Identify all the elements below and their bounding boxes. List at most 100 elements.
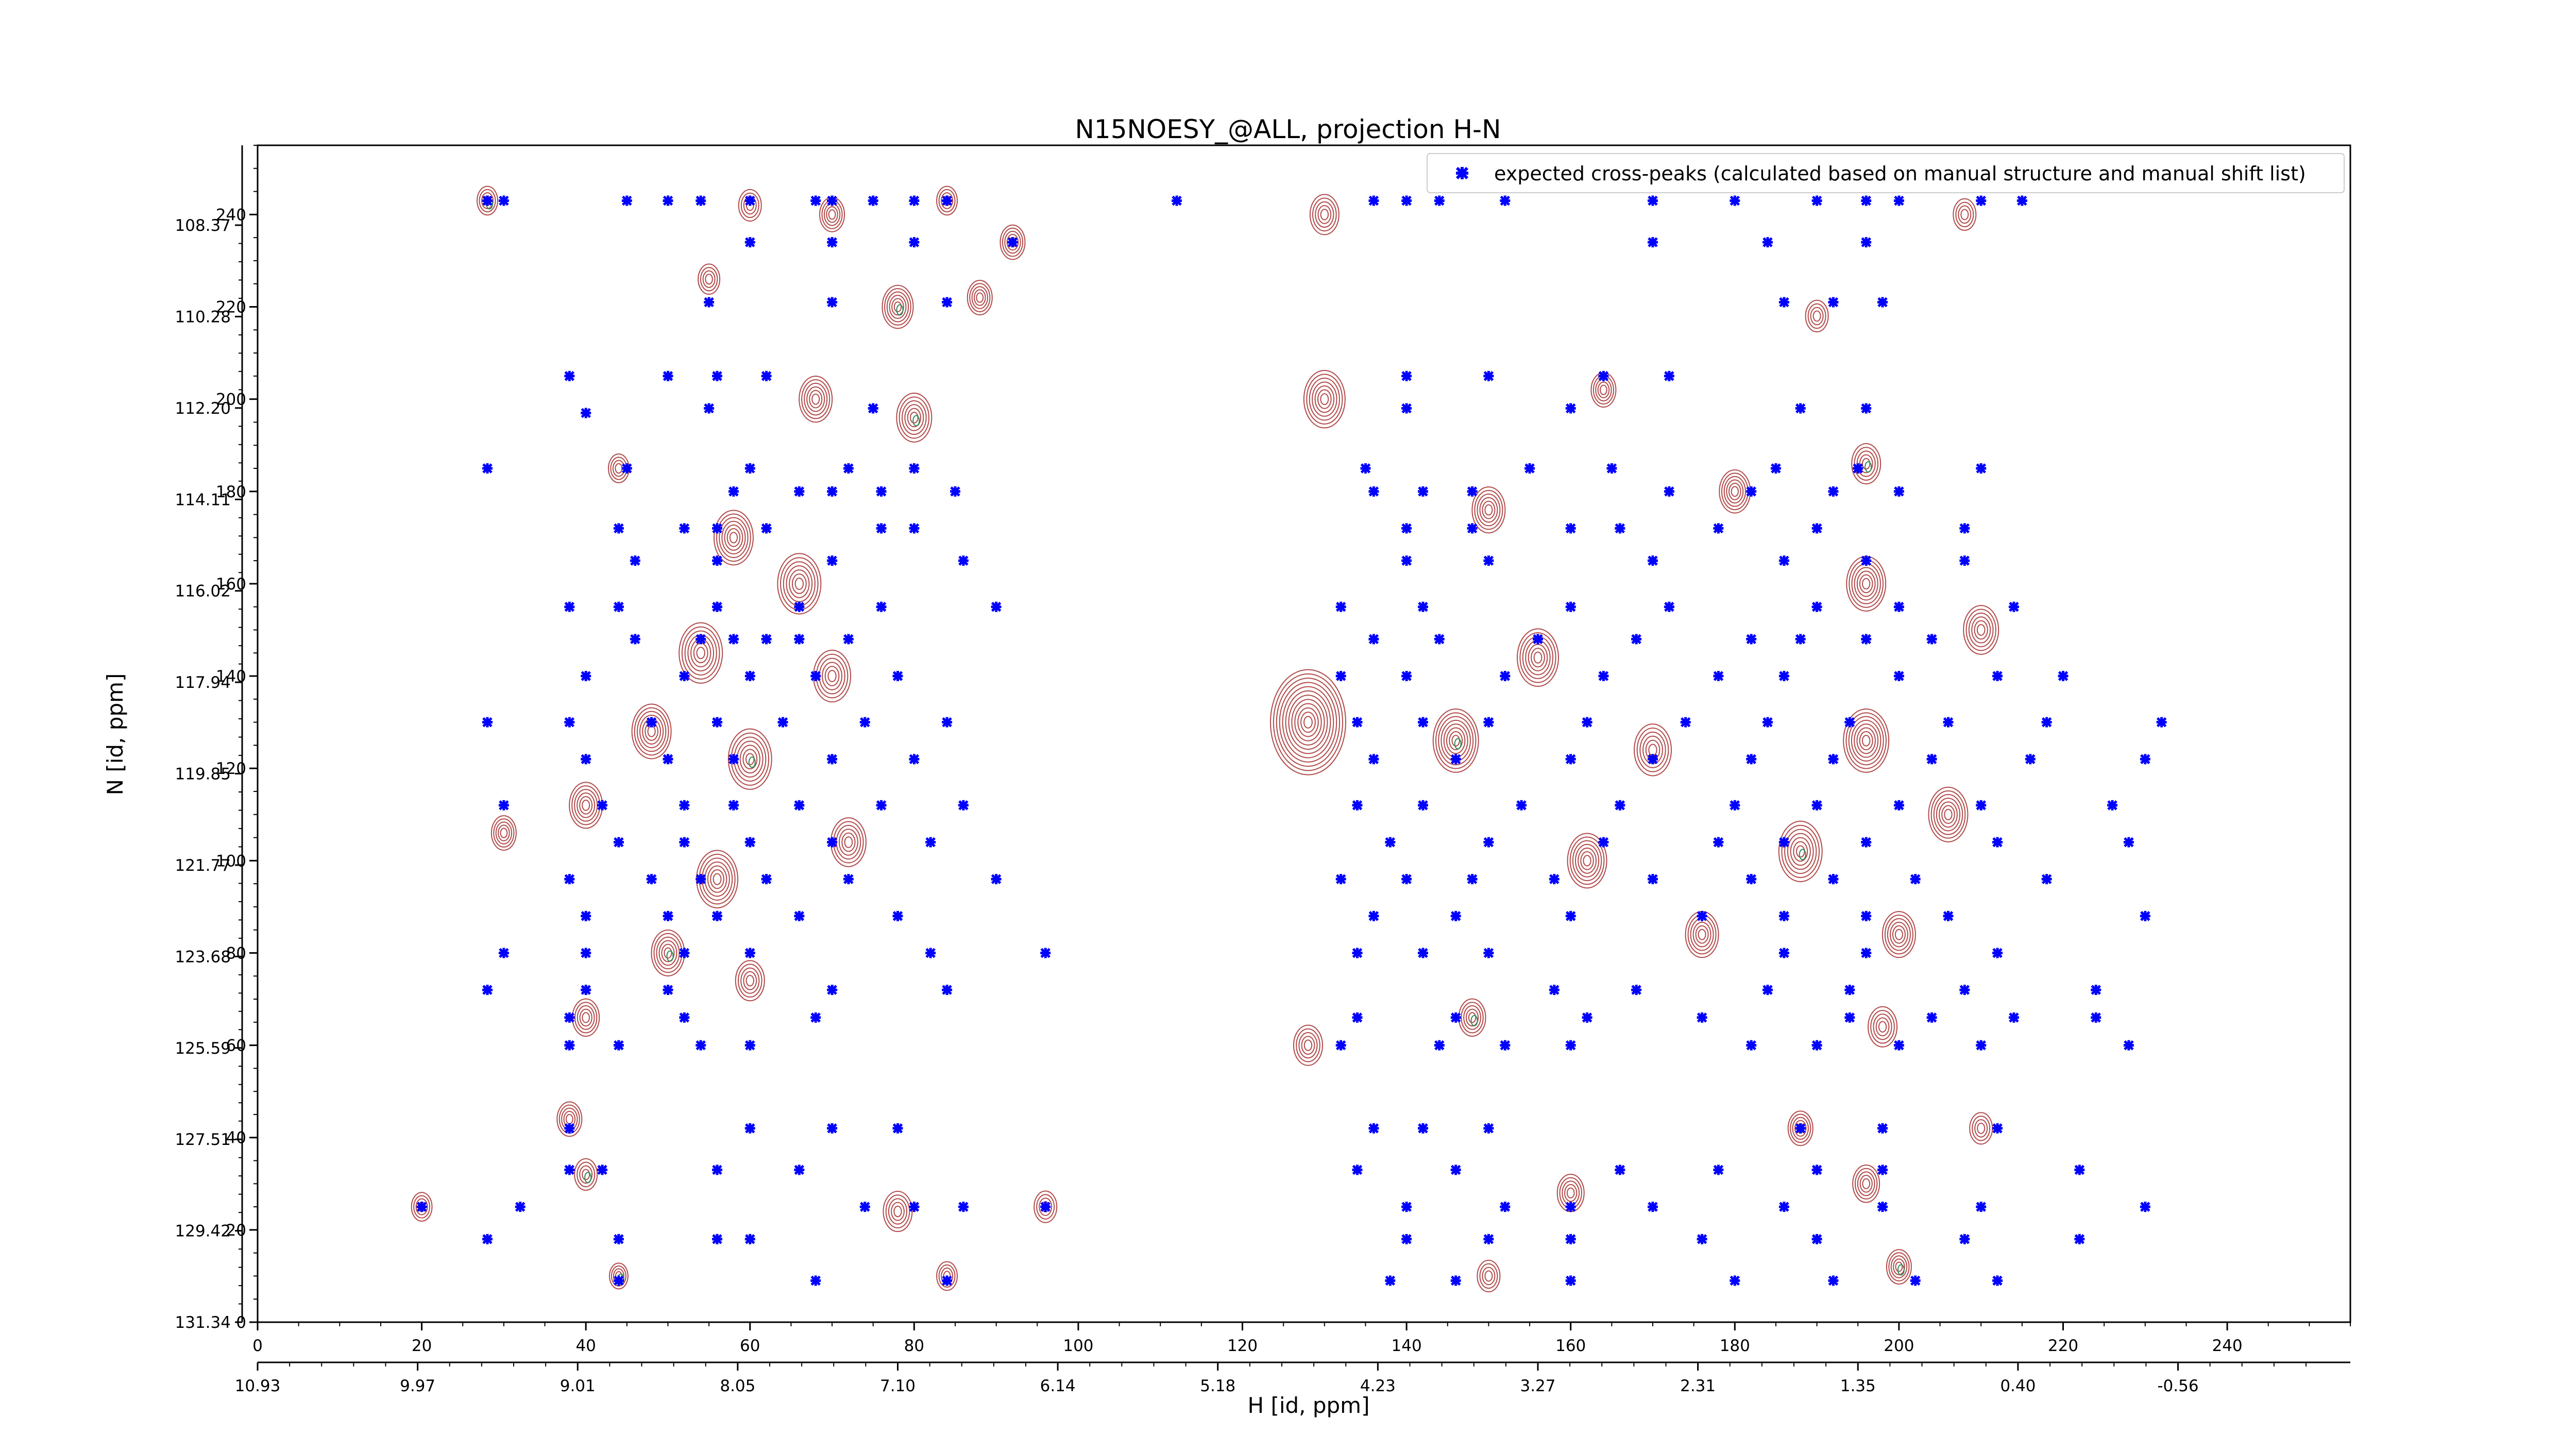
- y-ppm-tick-label: 114.11: [175, 491, 231, 509]
- cross-peak-marker: [1828, 754, 1839, 765]
- contour-ring: [786, 565, 813, 602]
- contour-ring: [1297, 707, 1319, 737]
- cross-peak-marker: [810, 195, 821, 206]
- cross-peak-marker: [630, 634, 640, 645]
- contour-ring: [1317, 205, 1332, 224]
- y-tick-label: 120: [216, 760, 246, 778]
- cross-peak-marker: [1861, 195, 1872, 206]
- contour-ring: [1477, 493, 1501, 527]
- contour-ring: [631, 703, 672, 760]
- cross-peak-marker: [1959, 555, 1970, 566]
- cross-peak-marker: [1730, 800, 1740, 811]
- cross-peak-marker: [564, 1040, 575, 1051]
- cross-peak-marker: [1770, 463, 1781, 474]
- cross-peak-marker: [1401, 874, 1412, 885]
- x-ppm-tick-label: 5.18: [1200, 1377, 1235, 1395]
- contour-ring: [1692, 921, 1711, 948]
- cross-peak-marker: [1401, 523, 1412, 534]
- y-ppm-tick-label: 123.68: [175, 948, 231, 966]
- contour-ring: [1484, 1270, 1493, 1282]
- contour-peak: [1516, 628, 1559, 687]
- x-tick-label: 60: [740, 1337, 760, 1355]
- contour-ring: [1887, 918, 1911, 951]
- contour-ring: [716, 513, 751, 562]
- cross-peak-marker: [581, 910, 591, 921]
- cross-peak-marker: [1007, 237, 1018, 248]
- cross-peak-marker: [1853, 463, 1863, 474]
- y-ppm-tick-label: 127.51: [175, 1131, 231, 1149]
- contour-ring: [1793, 841, 1808, 862]
- x-ppm-tick-label: 4.23: [1360, 1377, 1396, 1395]
- contour-ring: [1312, 381, 1337, 417]
- contour-ring: [882, 284, 914, 329]
- cross-peak-marker: [1401, 1202, 1412, 1212]
- x-tick-label: 0: [252, 1337, 263, 1355]
- contour-ring: [1859, 1175, 1873, 1193]
- cross-peak-marker: [1877, 1123, 1888, 1134]
- contour-ring: [1634, 723, 1672, 777]
- cross-peak-marker: [1926, 754, 1937, 765]
- contour-ring: [1279, 682, 1337, 763]
- cross-peak-marker: [1450, 910, 1461, 921]
- contour-ring: [1572, 840, 1602, 882]
- cross-peak-marker: [744, 948, 755, 958]
- contour-ring: [1306, 374, 1343, 425]
- cross-peak-marker: [1926, 634, 1937, 645]
- cross-peak-marker: [1778, 910, 1789, 921]
- contour-ring: [1884, 914, 1913, 955]
- cross-peak-marker: [1648, 195, 1658, 206]
- contour-ring-negative: [1897, 1264, 1905, 1276]
- contour-ring: [636, 711, 667, 752]
- cross-peak-marker: [1992, 671, 2003, 681]
- contour-ring: [1451, 735, 1460, 747]
- cross-peak-marker: [909, 463, 920, 474]
- contour-ring: [579, 796, 593, 815]
- contour-ring: [1636, 728, 1669, 772]
- contour-ring: [1583, 855, 1591, 867]
- cross-peak-marker: [1335, 1040, 1346, 1051]
- cross-peak-marker: [1598, 837, 1609, 848]
- cross-peak-marker: [1713, 523, 1724, 534]
- contour-ring: [1002, 227, 1024, 257]
- cross-peak-marker: [1762, 717, 1773, 728]
- cross-peak-marker: [728, 800, 739, 811]
- cross-peak-marker: [744, 1234, 755, 1244]
- cross-peak-marker: [794, 800, 805, 811]
- cross-peak-marker: [1811, 800, 1822, 811]
- contour-ring: [1303, 369, 1346, 429]
- contour-ring: [1698, 929, 1706, 940]
- contour-ring: [971, 286, 988, 309]
- contour-peak: [574, 1158, 598, 1191]
- x-tick-label: 220: [2048, 1337, 2078, 1355]
- contour-ring: [1315, 201, 1334, 228]
- cross-peak-marker: [1483, 555, 1494, 566]
- cross-peak-marker: [1401, 555, 1412, 566]
- contour-peak: [967, 280, 993, 315]
- cross-peak-marker: [1360, 463, 1371, 474]
- x-axis-ticks: 0 20 40 60 80 100 120 140 160 180 200 220 240: [252, 1322, 2351, 1355]
- cross-peak-marker: [1565, 601, 1576, 612]
- cross-peak-marker: [2008, 1012, 2019, 1023]
- contour-ring: [1873, 1014, 1892, 1040]
- cross-peak-marker: [498, 948, 509, 958]
- cross-peak-marker: [909, 523, 920, 534]
- cross-peak-marker: [1861, 403, 1872, 414]
- contour-ring: [1580, 851, 1594, 870]
- cross-peak-marker: [1450, 1012, 1461, 1023]
- x-ppm-tick-label: 3.27: [1520, 1377, 1555, 1395]
- contour-ring: [664, 947, 672, 959]
- cross-peak-marker: [1401, 370, 1412, 381]
- contour-ring-negative: [896, 304, 904, 316]
- x-ppm-tick-label: 9.01: [560, 1377, 596, 1395]
- contour-ring: [739, 745, 760, 774]
- cross-peak-marker: [1811, 1234, 1822, 1244]
- cross-peak-marker: [794, 634, 805, 645]
- cross-peak-marker: [1746, 634, 1757, 645]
- cross-peak-marker: [2074, 1165, 2085, 1175]
- contour-peak: [1471, 486, 1506, 534]
- x-ppm-tick-label: 0.40: [2000, 1377, 2036, 1395]
- contour-ring: [1810, 307, 1824, 326]
- contour-ring: [684, 630, 717, 676]
- contour-peak: [1719, 469, 1751, 514]
- cross-peak-marker: [1746, 874, 1757, 885]
